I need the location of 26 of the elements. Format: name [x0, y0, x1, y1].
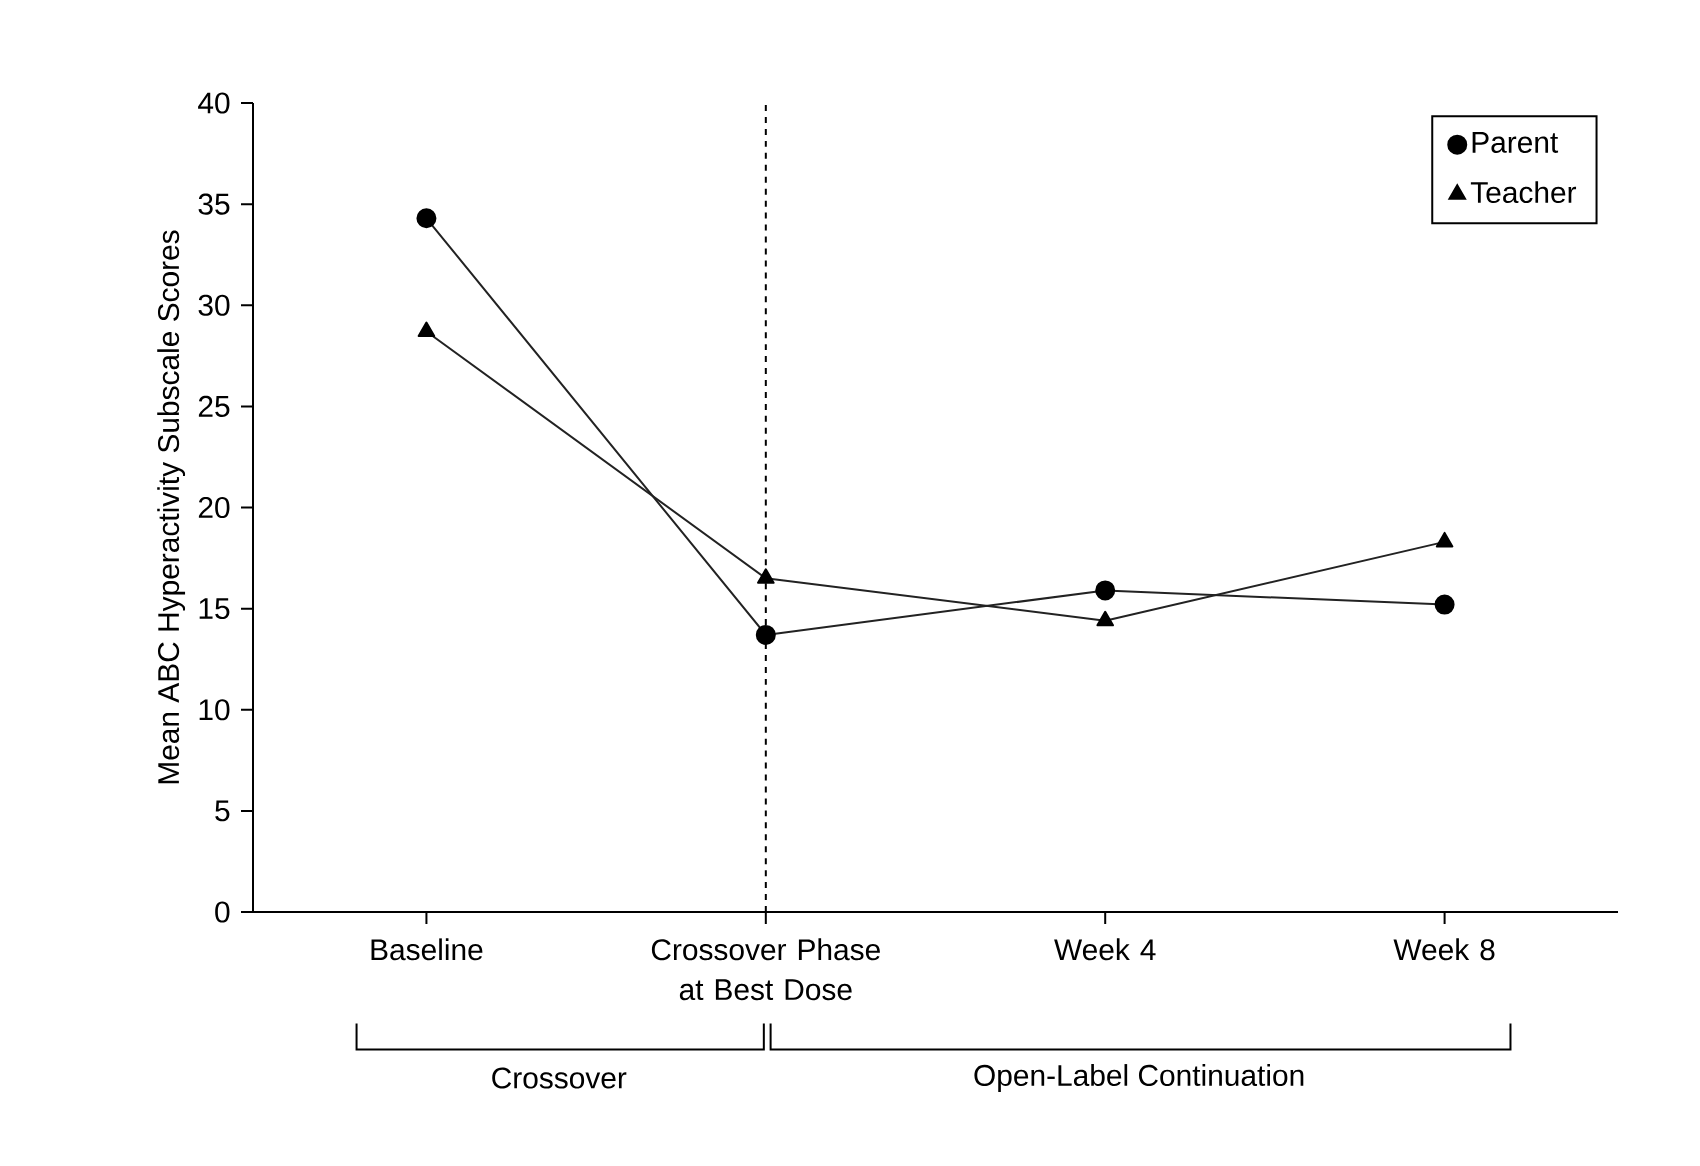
y-tick-label: 25 — [198, 395, 230, 417]
point — [1096, 610, 1114, 627]
y-tick-label: 10 — [199, 699, 230, 721]
point — [757, 568, 775, 584]
y-tick-label: 40 — [198, 92, 230, 114]
x-tick-label: Week 8 — [1393, 938, 1495, 961]
legend-label: Teacher — [1470, 181, 1577, 204]
y-tick-label: 0 — [215, 901, 230, 923]
point — [417, 321, 436, 338]
x-tick-label: Crossover Phase at Best Dose — [651, 938, 880, 1001]
y-tick-label: 20 — [198, 496, 230, 519]
y-tick-label: 30 — [198, 294, 230, 316]
point — [416, 208, 437, 229]
x-tick-label: Week 4 — [1054, 938, 1156, 961]
point — [755, 624, 776, 645]
point — [1434, 594, 1455, 615]
x-tick-label: Baseline — [371, 938, 483, 961]
point — [1435, 531, 1454, 548]
text: Open-Label Continuation — [974, 1064, 1304, 1092]
y-axis-title: Mean ABC Hyperactivity Subscale Scores — [157, 230, 186, 784]
y-tick-label: 35 — [198, 193, 230, 215]
y-tick-label: 15 — [199, 598, 230, 620]
point — [1095, 580, 1116, 601]
legend-label: Parent — [1472, 132, 1559, 153]
text: Crossover — [492, 1067, 627, 1089]
y-tick-label: 5 — [215, 800, 230, 822]
